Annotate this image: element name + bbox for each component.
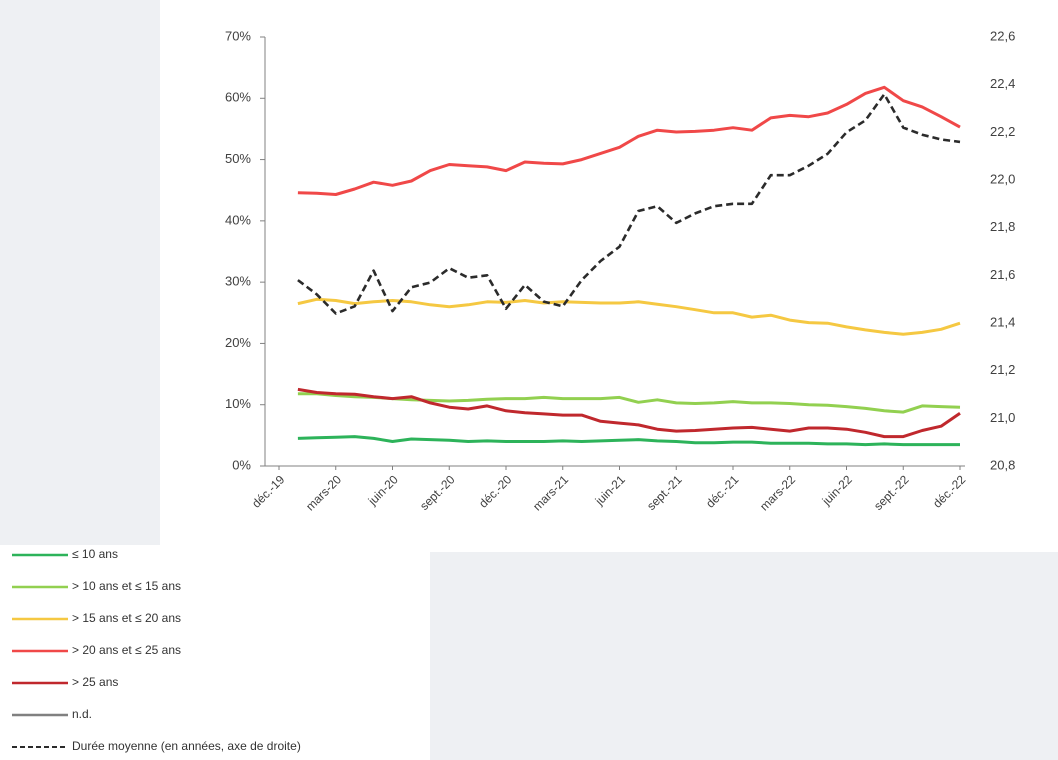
legend: ≤ 10 ans > 10 ans et ≤ 15 ans > 15 ans et …: [12, 547, 301, 753]
y-tick-label: 30%: [225, 274, 251, 289]
y-tick-label: 20%: [225, 335, 251, 350]
legend-label: n.d.: [72, 707, 92, 721]
series-line: [297, 92, 961, 315]
y-tick-label: 0%: [232, 457, 251, 472]
legend-label: > 10 ans et ≤ 15 ans: [72, 579, 181, 593]
series-line: [297, 435, 960, 447]
y-tick-label: 40%: [225, 212, 251, 227]
series-line: [297, 297, 961, 336]
y2-tick-label: 22,6: [990, 28, 1015, 43]
series-line: [297, 85, 961, 196]
y2-tick-label: 20,8: [990, 457, 1015, 472]
series-line: [297, 392, 961, 414]
y-tick-label: 50%: [225, 151, 251, 166]
y2-tick-label: 22,4: [990, 76, 1015, 91]
series-line: [297, 387, 961, 439]
y2-tick-label: 21,8: [990, 219, 1015, 234]
y-tick-label: 70%: [225, 28, 251, 43]
y2-tick-label: 22,2: [990, 124, 1015, 139]
y-tick-label: 60%: [225, 90, 251, 105]
legend-label: > 25 ans: [72, 675, 118, 689]
legend-label: > 20 ans et ≤ 25 ans: [72, 643, 181, 657]
y2-tick-label: 22,0: [990, 171, 1015, 186]
plot-panel: [160, 0, 1058, 552]
legend-label: ≤ 10 ans: [72, 547, 118, 561]
y2-tick-label: 21,0: [990, 410, 1015, 425]
y-tick-label: 10%: [225, 396, 251, 411]
y2-tick-label: 21,4: [990, 314, 1015, 329]
legend-label: > 15 ans et ≤ 20 ans: [72, 611, 181, 625]
legend-panel: [0, 545, 430, 760]
y2-tick-label: 21,2: [990, 362, 1015, 377]
y2-tick-label: 21,6: [990, 267, 1015, 282]
legend-label: Durée moyenne (en années, axe de droite): [72, 739, 301, 753]
